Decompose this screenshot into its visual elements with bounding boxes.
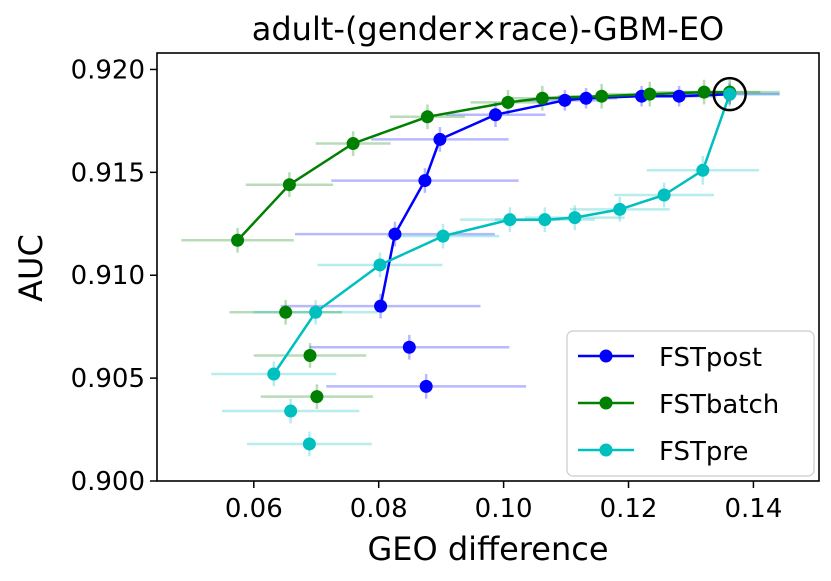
- fstpre-point: [302, 437, 316, 451]
- highlight-circle: [712, 76, 747, 112]
- fstbatch-point: [303, 348, 317, 362]
- legend-fstpost-label: FSTpost: [659, 343, 762, 373]
- fstpost-line: [379, 92, 730, 307]
- legend: FSTpost FSTbatch FSTpre: [566, 330, 815, 477]
- fstpre-point: [503, 213, 517, 227]
- plot-frame: [156, 52, 820, 482]
- x-tick-label: 0.12: [600, 494, 658, 524]
- fstbatch-point: [231, 233, 245, 247]
- x-tick-label: 0.14: [724, 494, 782, 524]
- fstbatch-point: [595, 89, 609, 103]
- fstbatch-point: [535, 91, 549, 105]
- fstbatch-point: [346, 137, 360, 151]
- fstpre-point: [568, 211, 582, 225]
- fstpre-point: [373, 258, 387, 272]
- x-tick-label: 0.06: [225, 494, 283, 524]
- data-points: [231, 85, 737, 451]
- fstpost-point: [558, 93, 572, 107]
- y-tick-label: 0.910: [71, 261, 145, 291]
- fstbatch-point: [501, 95, 515, 109]
- fstbatch-point: [420, 110, 434, 124]
- y-tick-label: 0.905: [71, 364, 145, 394]
- fstbatch-point: [282, 178, 296, 192]
- fstpost-point: [579, 91, 593, 105]
- fstpre-point: [309, 305, 323, 319]
- fstbatch-point: [310, 390, 324, 404]
- chart-title: adult-(gender×race)-GBM-EO: [252, 10, 724, 48]
- x-axis-label: GEO difference: [367, 530, 608, 568]
- fstpost-point: [488, 108, 502, 122]
- legend-fstpre-marker: [599, 443, 613, 457]
- fstpost-point: [433, 132, 447, 146]
- fstpost-point: [418, 174, 432, 188]
- y-tick-label: 0.900: [71, 467, 145, 497]
- axis-ticks: 0.06 0.08 0.10 0.12 0.14 0.900 0.905 0.910 0.915…: [71, 55, 783, 524]
- fstpre-point: [436, 229, 450, 243]
- legend-fstbatch-label: FSTbatch: [659, 390, 779, 420]
- x-tick-label: 0.08: [350, 494, 408, 524]
- fstpre-point: [723, 87, 737, 101]
- fstpost-point: [419, 379, 433, 393]
- fstpre-point: [696, 163, 710, 177]
- legend-fstpost-marker: [599, 349, 613, 363]
- fstpost-point: [388, 227, 402, 241]
- fstpre-point: [613, 202, 627, 216]
- fstpre-point: [284, 404, 298, 418]
- fstpost-point: [672, 89, 686, 103]
- y-axis-label: AUC: [12, 234, 50, 302]
- fstbatch-point: [697, 85, 711, 99]
- legend-fstbatch-marker: [599, 396, 613, 410]
- fstpre-point: [267, 367, 281, 381]
- y-tick-label: 0.920: [71, 55, 145, 85]
- fstpost-point: [402, 340, 416, 354]
- x-tick-label: 0.10: [475, 494, 533, 524]
- fstpre-point: [538, 213, 552, 227]
- fstpre-point: [657, 188, 671, 202]
- y-tick-label: 0.915: [71, 158, 145, 188]
- fstbatch-point: [643, 87, 657, 101]
- legend-box: [566, 330, 815, 477]
- fstbatch-point: [279, 305, 293, 319]
- legend-fstpre-label: FSTpre: [659, 437, 749, 467]
- fstpost-point: [374, 299, 388, 313]
